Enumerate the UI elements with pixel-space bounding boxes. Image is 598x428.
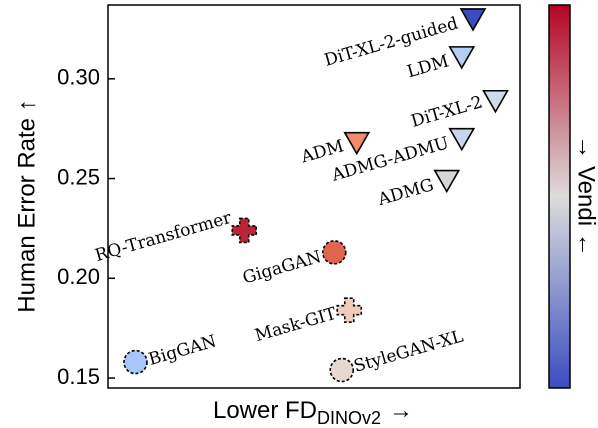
point-admg-admu bbox=[448, 127, 476, 152]
point-admg bbox=[433, 169, 461, 194]
point-stylegan-xl bbox=[329, 357, 355, 383]
label-gigagan: GigaGAN bbox=[240, 247, 323, 289]
label-mask-git: Mask-GIT bbox=[253, 304, 340, 346]
plot-frame bbox=[107, 4, 521, 389]
y-tick-label: 0.20 bbox=[57, 264, 100, 289]
y-axis-title: Human Error Rate ↑ bbox=[13, 99, 40, 312]
label-dit-xl-2: DiT-XL-2 bbox=[409, 92, 485, 131]
y-tick-label: 0.30 bbox=[57, 65, 100, 90]
point-dit-xl-2 bbox=[482, 89, 509, 114]
point-adm bbox=[343, 131, 371, 156]
x-axis-title-arrow: → bbox=[389, 397, 413, 424]
x-axis-title-subscript: DINOv2 bbox=[317, 408, 381, 428]
y-tick-label: 0.25 bbox=[57, 164, 100, 189]
point-mask-git bbox=[336, 297, 363, 324]
label-ldm: LDM bbox=[405, 51, 451, 82]
label-admg: ADMG bbox=[375, 175, 436, 210]
label-stylegan-xl: StyleGAN-XL bbox=[352, 327, 466, 377]
y-axis-ticks: 0.15 0.20 0.25 0.30 bbox=[57, 65, 115, 389]
point-gigagan bbox=[321, 240, 347, 265]
colorbar bbox=[548, 4, 571, 389]
data-points bbox=[123, 8, 509, 383]
label-admg-admu: ADMG-ADMU bbox=[329, 133, 451, 186]
colorbar-title: → Vendi ← bbox=[573, 135, 598, 256]
label-biggan: BigGAN bbox=[146, 331, 218, 369]
y-tick-label: 0.15 bbox=[57, 364, 100, 389]
point-labels: BigGAN StyleGAN-XL Mask-GIT GigaGANRQ-Trans… bbox=[93, 14, 485, 377]
x-axis-title: Lower FDDINOv2 → bbox=[213, 397, 413, 428]
point-rq-transformer bbox=[231, 217, 258, 244]
x-axis-title-main: Lower FD bbox=[213, 397, 317, 424]
point-biggan bbox=[123, 349, 148, 375]
label-rq-transformer: RQ-Transformer bbox=[93, 208, 235, 266]
point-ldm bbox=[448, 46, 476, 70]
point-dit-xl-2-guided bbox=[459, 8, 487, 32]
